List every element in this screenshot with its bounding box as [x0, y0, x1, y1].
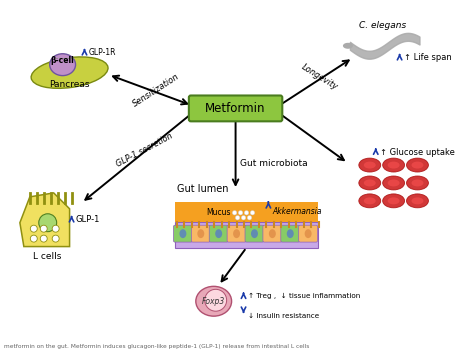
- Text: ↑ Life span: ↑ Life span: [403, 53, 451, 62]
- Ellipse shape: [31, 57, 108, 88]
- Circle shape: [232, 211, 237, 215]
- Ellipse shape: [388, 179, 400, 186]
- Circle shape: [40, 235, 47, 242]
- Ellipse shape: [359, 194, 381, 208]
- Ellipse shape: [388, 162, 400, 168]
- FancyBboxPatch shape: [245, 225, 264, 242]
- FancyBboxPatch shape: [175, 202, 318, 222]
- Text: Gut microbiota: Gut microbiota: [239, 159, 307, 168]
- FancyBboxPatch shape: [175, 222, 318, 247]
- Ellipse shape: [269, 229, 276, 238]
- Text: C. elegans: C. elegans: [359, 21, 406, 30]
- Ellipse shape: [364, 162, 376, 168]
- FancyBboxPatch shape: [281, 225, 300, 242]
- Ellipse shape: [407, 158, 428, 172]
- Ellipse shape: [411, 197, 423, 204]
- Text: GLP-1 secretion: GLP-1 secretion: [114, 131, 174, 169]
- Text: Metformin: Metformin: [205, 102, 266, 115]
- Text: metformin on the gut. Metformin induces glucagon-like peptide-1 (GLP-1) release : metformin on the gut. Metformin induces …: [4, 344, 310, 349]
- Ellipse shape: [251, 229, 258, 238]
- Ellipse shape: [411, 162, 423, 168]
- Ellipse shape: [383, 194, 404, 208]
- Text: Longevity: Longevity: [300, 62, 340, 91]
- Circle shape: [205, 289, 227, 311]
- Text: Sensitization: Sensitization: [131, 72, 181, 109]
- Circle shape: [30, 225, 37, 232]
- Ellipse shape: [407, 194, 428, 208]
- Ellipse shape: [180, 229, 186, 238]
- Text: ↓ Insulin resistance: ↓ Insulin resistance: [247, 313, 319, 319]
- Text: Gut lumen: Gut lumen: [177, 184, 228, 194]
- Text: GLP-1: GLP-1: [75, 215, 100, 224]
- Text: Foxp3: Foxp3: [202, 297, 225, 306]
- Circle shape: [238, 211, 243, 215]
- Text: Pancreas: Pancreas: [49, 79, 90, 89]
- Text: Mucus: Mucus: [207, 208, 231, 217]
- Polygon shape: [20, 193, 70, 247]
- Ellipse shape: [287, 229, 294, 238]
- Ellipse shape: [359, 176, 381, 190]
- Ellipse shape: [383, 176, 404, 190]
- Ellipse shape: [197, 229, 204, 238]
- Text: ↑ Glucose uptake: ↑ Glucose uptake: [380, 148, 455, 157]
- Ellipse shape: [233, 229, 240, 238]
- Ellipse shape: [411, 179, 423, 186]
- Ellipse shape: [196, 286, 232, 316]
- Text: GLP-1R: GLP-1R: [89, 48, 116, 57]
- Ellipse shape: [305, 229, 311, 238]
- Ellipse shape: [407, 176, 428, 190]
- Text: ↑ Treg ,  ↓ tissue inflammation: ↑ Treg , ↓ tissue inflammation: [247, 293, 360, 299]
- FancyBboxPatch shape: [173, 225, 192, 242]
- FancyBboxPatch shape: [299, 225, 318, 242]
- FancyBboxPatch shape: [189, 96, 283, 121]
- Circle shape: [244, 211, 249, 215]
- Circle shape: [52, 235, 59, 242]
- Ellipse shape: [364, 197, 376, 204]
- Text: L cells: L cells: [33, 251, 61, 261]
- Circle shape: [52, 225, 59, 232]
- Ellipse shape: [50, 54, 75, 76]
- Ellipse shape: [359, 158, 381, 172]
- FancyBboxPatch shape: [209, 225, 228, 242]
- Circle shape: [247, 216, 252, 220]
- Text: β-cell: β-cell: [51, 56, 74, 65]
- Circle shape: [241, 216, 246, 220]
- Ellipse shape: [343, 43, 353, 49]
- FancyBboxPatch shape: [263, 225, 282, 242]
- Ellipse shape: [388, 197, 400, 204]
- Ellipse shape: [383, 158, 404, 172]
- Ellipse shape: [215, 229, 222, 238]
- Circle shape: [250, 211, 255, 215]
- Circle shape: [236, 216, 240, 220]
- FancyBboxPatch shape: [191, 225, 210, 242]
- Ellipse shape: [364, 179, 376, 186]
- Text: Akkermansia: Akkermansia: [273, 207, 322, 216]
- Circle shape: [30, 235, 37, 242]
- Circle shape: [39, 214, 57, 232]
- Circle shape: [40, 225, 47, 232]
- FancyBboxPatch shape: [227, 225, 246, 242]
